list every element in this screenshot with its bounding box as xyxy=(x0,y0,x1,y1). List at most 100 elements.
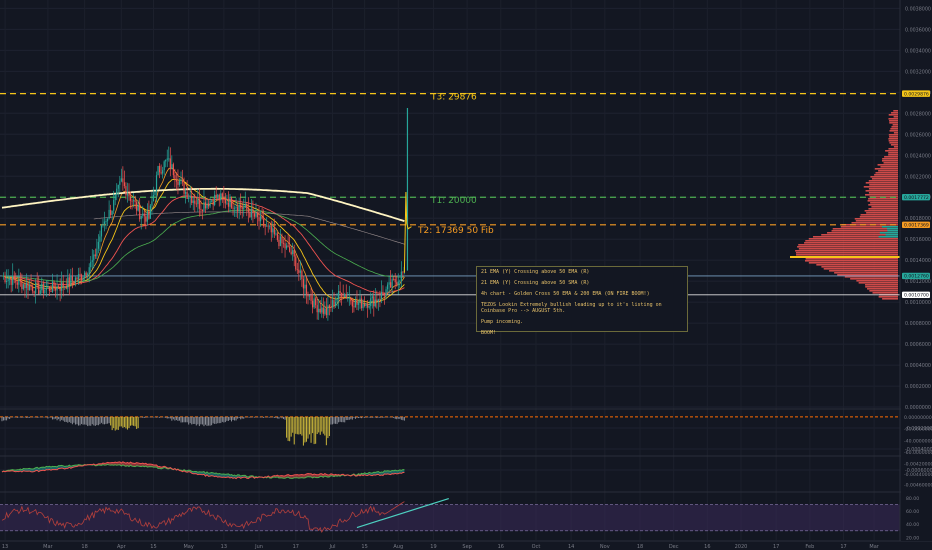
candle-body xyxy=(102,224,104,226)
candle-body xyxy=(299,270,301,273)
volume-profile-bar xyxy=(805,240,898,242)
macd-bar xyxy=(110,416,112,426)
macd-bar xyxy=(139,416,141,418)
rsi-indicator xyxy=(0,498,900,533)
macd-bar xyxy=(143,416,145,418)
macd-bar xyxy=(194,416,196,424)
candle-body xyxy=(360,298,363,309)
macd-bar xyxy=(21,416,23,418)
volume-profile-bar xyxy=(840,226,898,228)
cross-fill xyxy=(217,473,220,478)
candle-body xyxy=(61,282,63,291)
candle-body xyxy=(123,182,125,187)
candle-body xyxy=(250,208,252,218)
volume-profile-bar xyxy=(892,124,898,126)
candle-body xyxy=(266,225,268,227)
candle-body xyxy=(218,194,220,201)
cross-fill xyxy=(52,466,55,470)
volume-profile-bar xyxy=(834,272,898,274)
candle-body xyxy=(278,239,280,247)
candle-body xyxy=(221,193,223,197)
volume-profile-bar xyxy=(865,284,898,286)
candle-body xyxy=(212,200,214,206)
macd-bar xyxy=(81,416,83,424)
macd-bar xyxy=(189,416,191,424)
macd-bar xyxy=(175,416,177,421)
macd-bar xyxy=(243,416,245,419)
cross-fill xyxy=(308,473,310,477)
candle-body xyxy=(347,297,349,299)
volume-profile-bar xyxy=(859,216,898,218)
candle-body xyxy=(30,285,32,287)
candle-body xyxy=(125,186,127,196)
macd-bar xyxy=(215,416,217,424)
time-axis[interactable]: 13 Mar 18 Apr 15 May 13 Jun 17 Jul 15 Aug 19 Sep 16 Oct… xyxy=(2,544,880,550)
macd-bar xyxy=(310,416,312,443)
macd-bar xyxy=(253,416,255,418)
candle-body xyxy=(76,277,78,280)
macd-bar xyxy=(56,416,58,421)
candle-body xyxy=(333,300,335,307)
candle-body xyxy=(367,303,369,308)
macd-bar xyxy=(204,416,206,425)
macd-bar xyxy=(338,416,340,423)
volume-profile-bar xyxy=(889,136,898,138)
candle-body xyxy=(58,286,60,289)
volume-profile-bar xyxy=(871,178,898,180)
cross-fill xyxy=(222,474,224,478)
macd-bar xyxy=(246,416,248,418)
macd-bar xyxy=(130,416,132,426)
candle-body xyxy=(374,299,376,307)
candle-body xyxy=(307,293,309,297)
volume-profile-bar xyxy=(888,118,898,120)
volume-profile-bar xyxy=(855,220,898,222)
annotation-line: 21 EMA (Y) Crossing above 50 SMA (R) xyxy=(481,280,590,286)
volume-profile-bar xyxy=(889,122,898,124)
volume-profile-bar xyxy=(808,238,898,240)
candle-body xyxy=(108,209,110,219)
candle-body xyxy=(368,306,370,308)
macd-bar xyxy=(87,416,89,427)
macd-bar xyxy=(293,416,295,445)
volume-profile-bar xyxy=(821,266,898,268)
macd-bar xyxy=(364,416,366,418)
cross-fill xyxy=(223,474,226,478)
candle-body xyxy=(191,196,193,203)
macd-bar xyxy=(201,416,203,425)
cross-fill xyxy=(133,463,136,467)
candle-body xyxy=(356,299,358,305)
candle-body xyxy=(74,277,77,283)
volume-profile-bar xyxy=(868,192,898,194)
candle-body xyxy=(253,213,256,217)
macd-bar xyxy=(82,416,84,425)
annotation-box[interactable]: 21 EMA (Y) Crossing above 50 EMA (R) 21 … xyxy=(476,266,688,336)
macd-bar xyxy=(341,416,343,423)
macd-bar xyxy=(1,416,3,422)
cross-fill xyxy=(220,473,223,478)
level-label-T3: T3: 29876 xyxy=(430,93,477,103)
macd-bar xyxy=(324,416,326,436)
volume-profile-bar xyxy=(854,218,898,220)
candle-body xyxy=(289,246,291,252)
macd-bar xyxy=(178,416,180,421)
candle-body xyxy=(185,192,187,194)
macd-bar xyxy=(185,416,187,423)
macd-bar xyxy=(18,416,20,418)
candle-body xyxy=(183,182,185,194)
candle-body xyxy=(290,251,292,255)
macd-bar xyxy=(276,416,278,419)
time-tick-label: Aug xyxy=(393,544,403,550)
macd-bar xyxy=(36,416,38,418)
cross-fill xyxy=(317,474,319,478)
candle-body xyxy=(91,260,93,262)
macd-bar xyxy=(399,416,401,419)
candle-body xyxy=(229,197,231,207)
candle-body xyxy=(139,204,141,220)
candle-body xyxy=(209,200,211,207)
volume-profile-bar xyxy=(868,208,898,210)
macd-bar xyxy=(182,416,184,423)
candle-body xyxy=(27,283,29,290)
price-axis[interactable]: 0.0038000 0.0036000 0.0034000 0.0032000 0.00… xyxy=(901,0,932,541)
